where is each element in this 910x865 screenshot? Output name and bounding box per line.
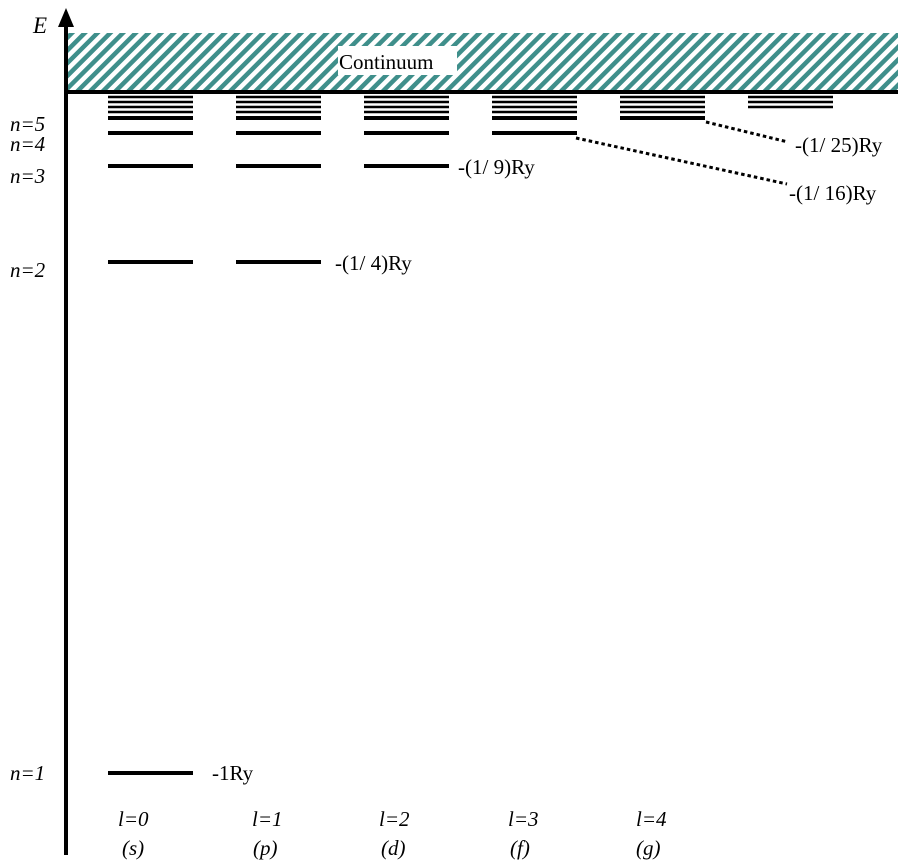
column-l-label-0: l=0: [118, 807, 149, 831]
energy-label-n5: -(1/ 25)Ry: [795, 133, 883, 157]
column-orbital-label-1: (p): [253, 836, 278, 860]
column-l-label-1: l=1: [252, 807, 283, 831]
column-orbital-label-4: (g): [636, 836, 661, 860]
n-label-3: n=3: [10, 164, 45, 188]
energy-axis-arrow: [58, 8, 74, 27]
column-l-label-4: l=4: [636, 807, 667, 831]
column-orbital-label-3: (f): [510, 836, 530, 860]
continuum-band: [68, 33, 898, 92]
column-orbital-label-0: (s): [122, 836, 144, 860]
connector-n4: [575, 136, 788, 186]
n-label-5: n=5: [10, 112, 45, 136]
energy-label-n2: -(1/ 4)Ry: [335, 251, 412, 275]
connector-n5: [705, 120, 789, 144]
n-label-4: n=4: [10, 132, 46, 156]
column-l-label-2: l=2: [379, 807, 410, 831]
continuum-label: Continuum: [339, 50, 434, 74]
energy-label-n4: -(1/ 16)Ry: [789, 181, 877, 205]
energy-axis-label: E: [32, 13, 47, 38]
n-label-2: n=2: [10, 258, 46, 282]
n-label-1: n=1: [10, 761, 45, 785]
level-bars: [108, 95, 833, 775]
energy-label-n1: -1Ry: [212, 761, 254, 785]
column-orbital-label-2: (d): [381, 836, 406, 860]
column-l-label-3: l=3: [508, 807, 539, 831]
energy-label-n3: -(1/ 9)Ry: [458, 155, 535, 179]
continuum-label-bg: [338, 46, 457, 75]
